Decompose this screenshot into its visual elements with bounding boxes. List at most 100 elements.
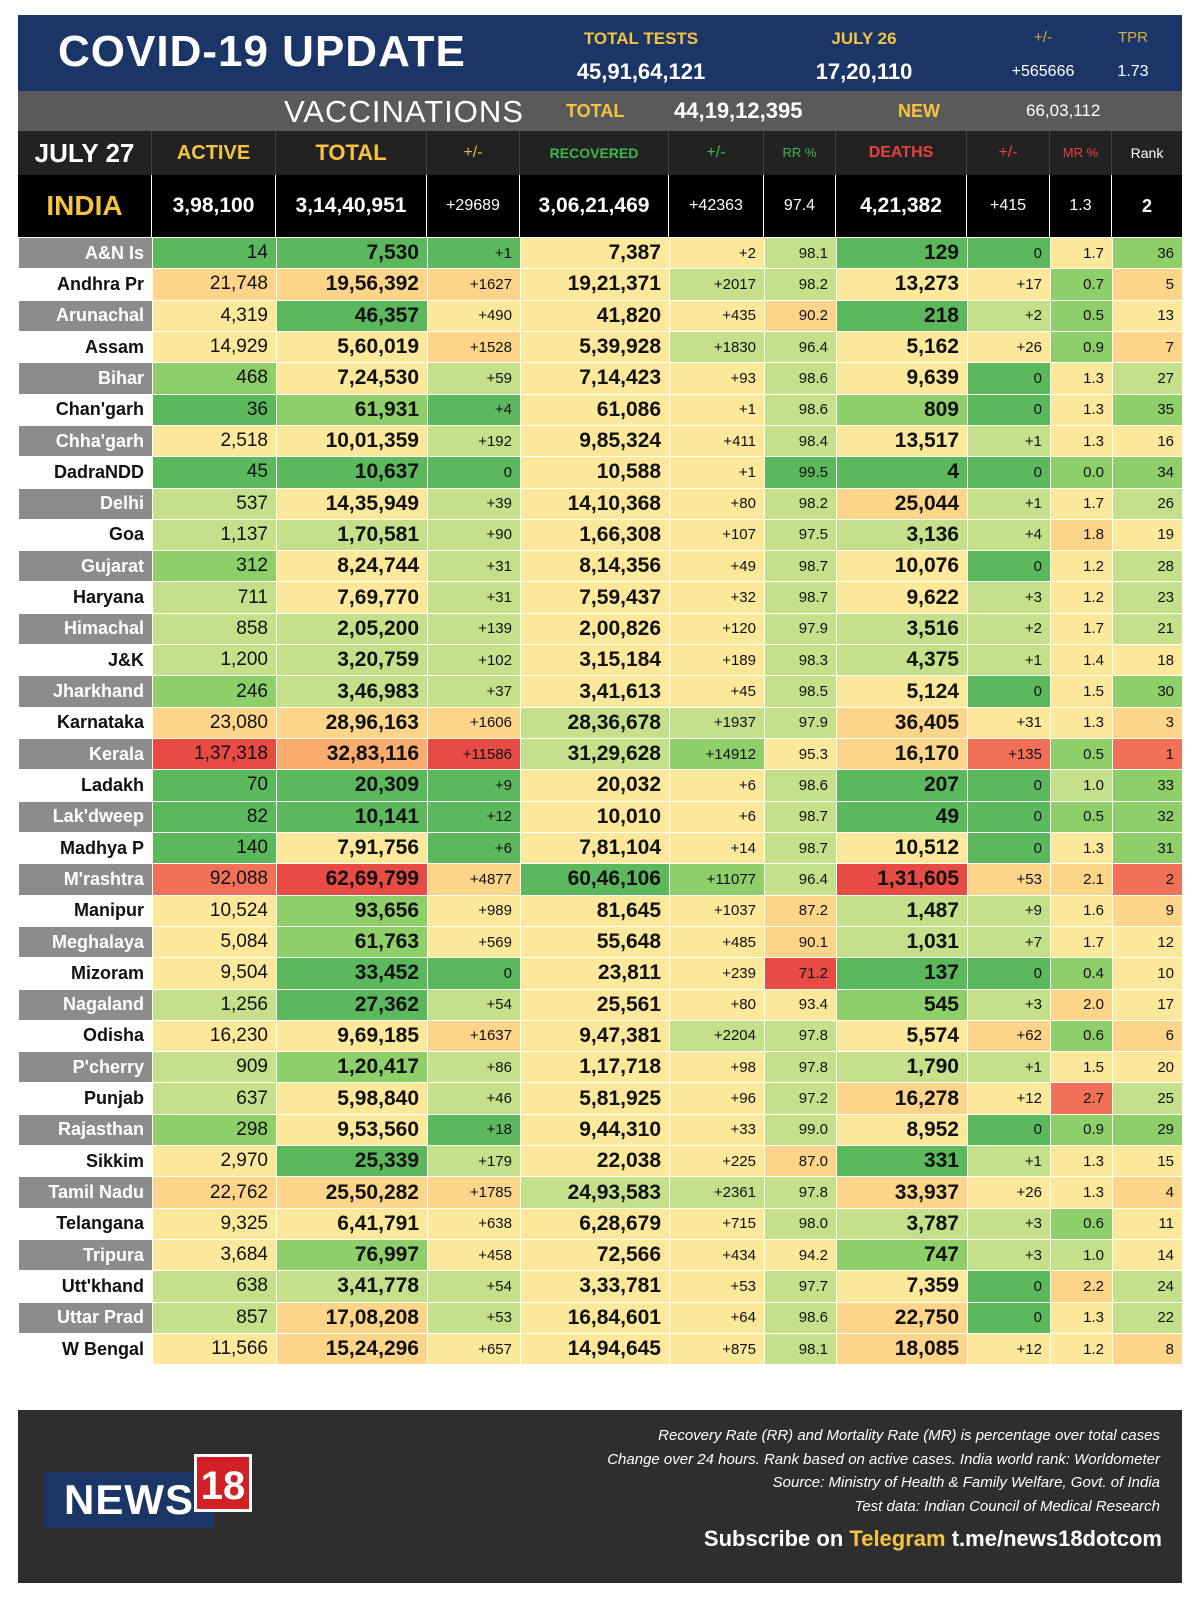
cell-active: 14,929: [152, 330, 277, 364]
tests-change-value: +565666: [1011, 63, 1075, 80]
cell-recovered-change: +49: [669, 550, 765, 583]
cell-deaths: 16,170: [836, 737, 968, 771]
cell-rank: 30: [1112, 675, 1183, 708]
cell-rr: 99.0: [764, 1113, 837, 1147]
cell-recovered: 72,566: [520, 1238, 670, 1272]
cell-total: 7,24,530: [276, 362, 428, 395]
col-recovered-change: +/-: [669, 131, 764, 175]
cell-deaths: 5,124: [836, 675, 968, 708]
cell-total: 10,141: [276, 800, 428, 833]
cell-mr: 0.6: [1050, 1207, 1113, 1241]
cell-deaths-change: +31: [967, 706, 1051, 740]
cell-deaths-change: 0: [967, 550, 1051, 583]
cell-active: 36: [152, 393, 277, 426]
table-row: Chan'garh 36 61,931 +4 61,086 +1 98.6 809 0 1.3 35: [18, 393, 1183, 426]
cell-total-change: +1: [427, 236, 521, 270]
india-total: 3,14,40,951: [276, 175, 427, 237]
cell-total-change: +90: [427, 518, 521, 552]
cell-rank: 19: [1112, 518, 1183, 552]
cell-total-change: +31: [427, 581, 521, 614]
cell-rr: 93.4: [764, 988, 837, 1021]
table-row: W Bengal 11,566 15,24,296 +657 14,94,645 +875…: [18, 1332, 1183, 1366]
cell-total: 61,931: [276, 393, 428, 426]
cell-deaths: 9,622: [836, 581, 968, 614]
cell-total-change: +53: [427, 1301, 521, 1334]
cell-rr: 95.3: [764, 737, 837, 771]
cell-deaths: 9,639: [836, 362, 968, 395]
cell-total: 32,83,116: [276, 737, 428, 771]
cell-rank: 34: [1112, 456, 1183, 489]
cell-state-name: W Bengal: [18, 1332, 153, 1366]
cell-deaths: 3,787: [836, 1207, 968, 1241]
telegram-link[interactable]: t.me/news18dotcom: [951, 1526, 1162, 1551]
cell-active: 21,748: [152, 268, 277, 301]
cell-active: 140: [152, 831, 277, 865]
cell-mr: 0.0: [1050, 456, 1113, 489]
cell-total: 76,997: [276, 1238, 428, 1272]
cell-recovered: 55,648: [520, 925, 670, 959]
cell-total: 7,69,770: [276, 581, 428, 614]
table-row: Meghalaya 5,084 61,763 +569 55,648 +485 90.1 1,…: [18, 925, 1183, 959]
cell-deaths-change: +2: [967, 612, 1051, 646]
cell-total-change: +139: [427, 612, 521, 646]
cell-deaths: 4,375: [836, 644, 968, 677]
cell-mr: 1.4: [1050, 644, 1113, 677]
column-header-row: JULY 27 ACTIVE TOTAL +/- RECOVERED +/- R…: [18, 131, 1182, 175]
total-tests-label: TOTAL TESTS: [583, 29, 699, 48]
cell-total-change: +9: [427, 769, 521, 802]
cell-recovered-change: +11077: [669, 863, 765, 896]
cell-total: 5,60,019: [276, 330, 428, 364]
cell-mr: 0.6: [1050, 1019, 1113, 1053]
cell-recovered: 60,46,106: [520, 863, 670, 896]
cell-total: 2,05,200: [276, 612, 428, 646]
cell-rr: 98.4: [764, 424, 837, 458]
table-row: Haryana 711 7,69,770 +31 7,59,437 +32 98.7 9,62…: [18, 581, 1183, 614]
cell-deaths-change: +1: [967, 1051, 1051, 1084]
cell-total: 1,70,581: [276, 518, 428, 552]
cell-total: 3,46,983: [276, 675, 428, 708]
cell-recovered-change: +6: [669, 800, 765, 833]
cell-recovered: 5,39,928: [520, 330, 670, 364]
cell-rank: 2: [1112, 863, 1183, 896]
cell-rank: 35: [1112, 393, 1183, 426]
col-recovered: RECOVERED: [520, 131, 669, 175]
cell-mr: 1.3: [1050, 1301, 1113, 1334]
cell-active: 9,504: [152, 957, 277, 990]
cell-deaths-change: +53: [967, 863, 1051, 896]
cell-recovered: 14,94,645: [520, 1332, 670, 1366]
cell-recovered: 28,36,678: [520, 706, 670, 740]
cell-recovered: 3,15,184: [520, 644, 670, 677]
cell-total-change: +54: [427, 1270, 521, 1303]
cell-total-change: +569: [427, 925, 521, 959]
cell-mr: 2.2: [1050, 1270, 1113, 1303]
cell-recovered-change: +32: [669, 581, 765, 614]
cell-state-name: P'cherry: [18, 1051, 153, 1084]
cell-rank: 27: [1112, 362, 1183, 395]
cell-rr: 97.2: [764, 1082, 837, 1115]
cell-rr: 96.4: [764, 863, 837, 896]
cell-rank: 33: [1112, 769, 1183, 802]
cell-mr: 1.7: [1050, 487, 1113, 520]
cell-mr: 1.5: [1050, 675, 1113, 708]
cell-state-name: Arunachal: [18, 299, 153, 332]
cell-rr: 97.9: [764, 612, 837, 646]
cell-state-name: Telangana: [18, 1207, 153, 1241]
cell-recovered: 9,47,381: [520, 1019, 670, 1053]
cell-active: 1,37,318: [152, 737, 277, 771]
cell-deaths: 13,273: [836, 268, 968, 301]
cell-active: 637: [152, 1082, 277, 1115]
cell-deaths-change: +3: [967, 988, 1051, 1021]
cell-total: 7,530: [276, 236, 428, 270]
cell-rr: 98.2: [764, 487, 837, 520]
cell-deaths-change: +12: [967, 1332, 1051, 1366]
cell-mr: 1.2: [1050, 550, 1113, 583]
cell-deaths-change: 0: [967, 1113, 1051, 1147]
footer-notes: Recovery Rate (RR) and Mortality Rate (M…: [607, 1424, 1160, 1518]
table-row: Odisha 16,230 9,69,185 +1637 9,47,381 +2204 97…: [18, 1019, 1183, 1053]
cell-total-change: +1637: [427, 1019, 521, 1053]
cell-mr: 0.9: [1050, 1113, 1113, 1147]
cell-state-name: DadraNDD: [18, 456, 153, 489]
cell-deaths-change: +17: [967, 268, 1051, 301]
cell-active: 638: [152, 1270, 277, 1303]
cell-state-name: Tripura: [18, 1238, 153, 1272]
